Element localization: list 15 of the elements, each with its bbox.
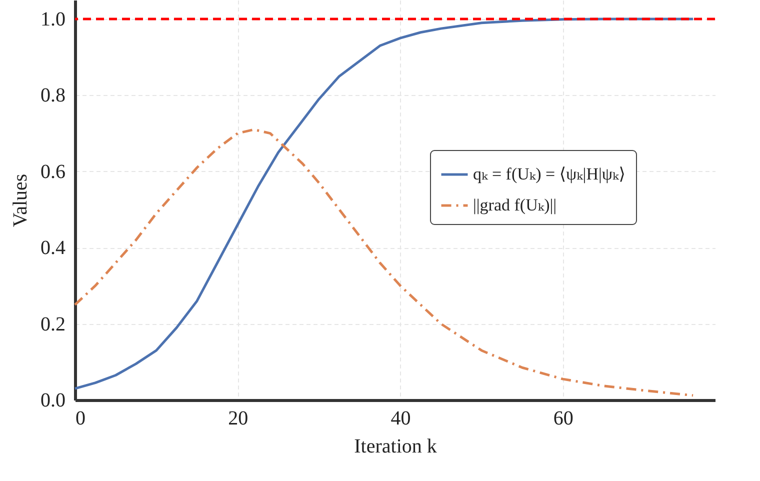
y-axis-title: Values [10,174,32,228]
y-tick-label: 0.0 [40,390,66,412]
x-tick-label: 20 [228,408,248,430]
line-series [74,128,694,397]
x-tick-label: 40 [390,408,411,430]
x-tick-label: 0 [76,408,86,430]
legend-label: qₖ = f(Uₖ) = ⟨ψₖ|H|ψₖ⟩ [473,164,626,184]
y-tick-label: 0.8 [40,84,66,107]
x-axis-title: Iteration k [354,436,437,458]
y-tick-label: 0.4 [40,237,66,260]
y-tick-label: 0.2 [40,313,66,336]
x-tick-label: 60 [553,408,574,430]
y-tick-label: 1.0 [40,8,66,31]
y-tick-label: 0.6 [40,160,66,183]
legend-label: ||grad f(Uₖ)|| [473,196,557,214]
